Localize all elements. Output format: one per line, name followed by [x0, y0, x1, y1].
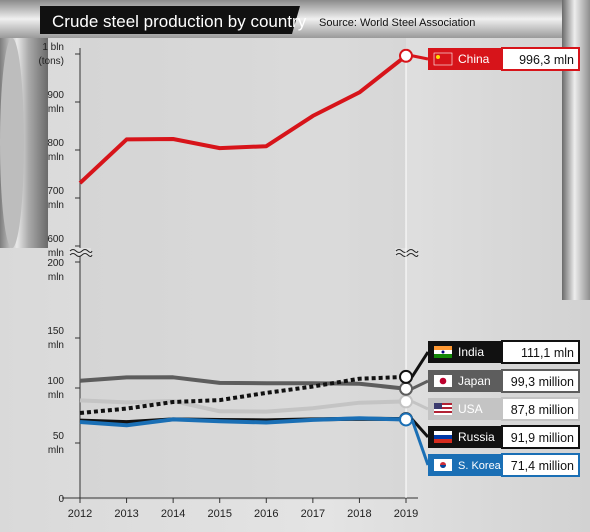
end-label-india: India 111,1 mln [410, 340, 580, 378]
end-label-korea: S. Korea 71,4 million [410, 418, 580, 477]
chart-title: Crude steel production by country [52, 12, 307, 31]
value-box [501, 397, 580, 421]
end-label-connector [411, 400, 429, 411]
country-value: 996,3 mln [519, 53, 574, 67]
plot-panel-shade [80, 38, 406, 500]
series-end-marker-japan [399, 381, 413, 396]
usa-flag-stripe [434, 409, 452, 411]
korea-flag-taegeuk-blue [440, 465, 446, 468]
country-name: India [458, 345, 484, 359]
y-tick-label: mln [48, 340, 64, 351]
india-flag-stripe [434, 354, 452, 358]
x-tick-label: 2015 [207, 508, 231, 520]
axis-break-mark [69, 253, 93, 257]
end-label-china: China 996,3 mln [411, 47, 580, 71]
y-tick-label: mln [48, 200, 64, 211]
usa-flag-stripe [434, 405, 452, 407]
end-label-usa: USA 87,8 million [411, 397, 580, 421]
x-tick-label: 2012 [68, 508, 92, 520]
value-box [501, 369, 580, 393]
country-name: China [458, 52, 490, 66]
end-label-connector [410, 418, 430, 439]
india-flag-icon [434, 346, 452, 350]
series-line-japan [79, 375, 407, 391]
country-value: 71,4 million [511, 459, 574, 473]
y-tick-label: mln [48, 445, 64, 456]
usa-flag-stripe [434, 411, 452, 413]
value-box [501, 340, 580, 364]
left-steel-roll-end [0, 38, 24, 248]
russia-flag-icon [434, 431, 452, 435]
china-flag-star [436, 55, 440, 59]
japan-flag-sun [439, 377, 447, 385]
russia-flag-stripe [434, 435, 452, 439]
series-end-marker-india [399, 369, 413, 384]
y-tick-label: mln [48, 152, 64, 163]
country-value: 91,9 million [511, 431, 574, 445]
country-value: 111,1 mln [521, 346, 574, 360]
country-value: 99,3 million [511, 375, 574, 389]
x-tick-label: 2014 [161, 508, 185, 520]
series-end-marker-usa [399, 394, 413, 409]
series-line-usa [79, 398, 407, 414]
usa-flag-stripe [434, 413, 452, 415]
y-tick-label: mln [48, 390, 64, 401]
india-flag-wheel [441, 350, 445, 354]
end-label-connector [411, 379, 429, 391]
y-tick-label: 0 [58, 494, 64, 505]
usa-flag-stripe [434, 403, 452, 405]
usa-flag-stripe [434, 407, 452, 409]
series-end-marker-korea [399, 412, 413, 427]
y-tick-label: 100 [47, 376, 64, 387]
country-name: USA [458, 402, 483, 416]
end-label-russia: Russia 91,9 million [410, 418, 580, 449]
y-tick-label: 50 [53, 431, 65, 442]
russia-flag-stripe [434, 439, 452, 443]
x-tick-label: 2018 [347, 508, 371, 520]
end-label-japan: Japan 99,3 million [411, 369, 580, 393]
end-label-connector [411, 54, 429, 61]
end-labels: China 996,3 mln India 111,1 mln Japan 99,3 mi… [410, 47, 580, 477]
series-line-india [79, 374, 407, 415]
series-end-marker-china [399, 48, 413, 63]
china-flag-icon [433, 52, 453, 66]
x-tick-label: 2017 [301, 508, 325, 520]
country-name: S. Korea [458, 460, 502, 472]
y-tick-label: mln [48, 248, 64, 259]
y-tick-label: 600 [47, 234, 64, 245]
value-box [501, 453, 580, 477]
country-value: 87,8 million [511, 403, 574, 417]
y-tick-label: 800 [47, 138, 64, 149]
y-tick-label: mln [48, 104, 64, 115]
axis-break-mark [395, 249, 419, 253]
axes: 1 bln(tons)900mln800mln700mln600mln200ml… [38, 42, 419, 520]
axis-break-mark [69, 249, 93, 253]
axis-break-mark [395, 253, 419, 257]
y-tick-label: 150 [47, 326, 64, 337]
y-tick-label: mln [48, 272, 64, 283]
y-tick-label: 900 [47, 90, 64, 101]
y-tick-label: 1 bln [42, 42, 64, 53]
x-tick-label: 2019 [394, 508, 418, 520]
country-name: Japan [458, 374, 491, 388]
title-banner [40, 6, 300, 34]
series-line-korea [79, 416, 407, 428]
data-series [78, 48, 413, 428]
value-box [501, 47, 580, 71]
value-box [501, 425, 580, 449]
chart-source: Source: World Steel Association [319, 17, 475, 29]
usa-flag-icon [434, 403, 442, 409]
country-name: Russia [458, 430, 495, 444]
series-line-china [78, 54, 408, 185]
y-tick-label: 200 [47, 258, 64, 269]
x-tick-label: 2013 [114, 508, 138, 520]
right-steel-roll [562, 0, 590, 300]
y-tick-label: (tons) [38, 56, 64, 67]
y-tick-label: 700 [47, 186, 64, 197]
x-tick-label: 2016 [254, 508, 278, 520]
end-label-connector [410, 418, 430, 466]
end-label-connector [410, 351, 430, 378]
